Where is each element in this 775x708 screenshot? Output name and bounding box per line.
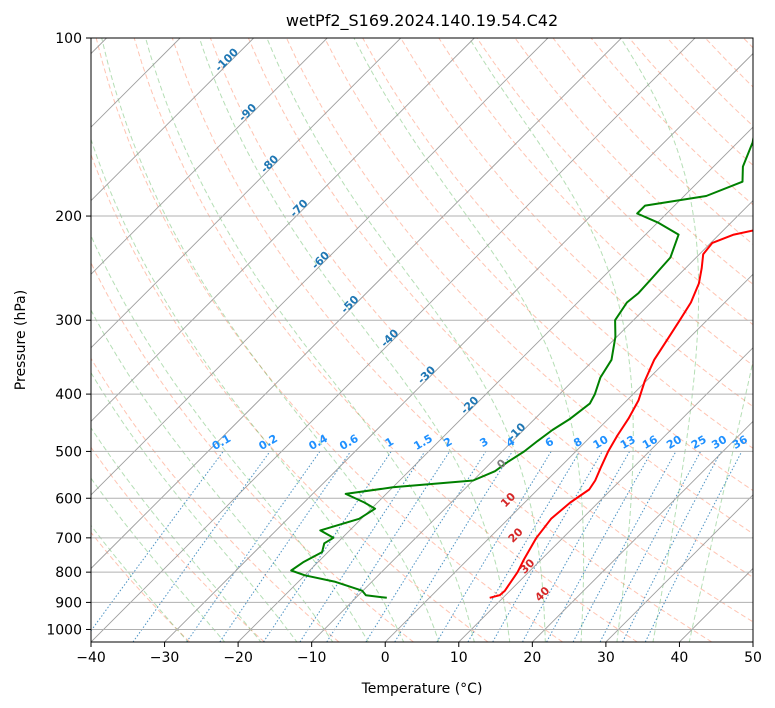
moist-adiabat-line <box>91 309 334 642</box>
mixing-ratio-line <box>546 451 653 642</box>
y-tick-label: 800 <box>55 565 82 581</box>
x-axis-label: Temperature (°C) <box>361 681 483 697</box>
dry-adiabat-line <box>247 38 753 578</box>
dewpoint-line <box>290 134 753 599</box>
y-tick-label: 100 <box>55 31 82 47</box>
dry-adiabat-line <box>400 38 753 408</box>
moist-adiabat-line <box>91 137 405 642</box>
x-tick-label: 30 <box>597 650 615 666</box>
x-tick-label: −10 <box>297 650 327 666</box>
isotherm-line <box>91 38 328 275</box>
moist-adiabat-line <box>353 38 585 642</box>
y-tick-label: 1000 <box>46 622 82 638</box>
mixing-ratio-line <box>436 451 552 642</box>
isotherm-line <box>237 126 753 642</box>
moist-adiabat-line <box>91 477 226 642</box>
mixing-ratio-line <box>599 451 702 642</box>
x-tick-label: −30 <box>150 650 180 666</box>
dry-adiabat-line <box>514 38 753 285</box>
x-tick-label: −40 <box>76 650 106 666</box>
isotherm-line <box>91 38 696 642</box>
mixing-ratio-line <box>644 451 743 642</box>
y-tick-label: 700 <box>55 531 82 547</box>
isotherm-line <box>532 420 753 642</box>
isotherm-line <box>91 38 549 496</box>
y-tick-label: 500 <box>55 444 82 460</box>
x-tick-label: 40 <box>671 650 689 666</box>
dry-adiabat-line <box>91 531 191 642</box>
mixing-ratio-line <box>263 451 392 642</box>
isotherm-line <box>384 273 753 642</box>
axis-ticks: −40 −30 −20 −10 0 10 20 30 40 50 100 200 300 400 500 60… <box>46 31 762 666</box>
moist-adiabat-line <box>91 427 262 642</box>
mixing-ratio-line <box>572 451 677 642</box>
x-tick-label: 20 <box>523 650 541 666</box>
dry-adiabat-line <box>91 153 489 642</box>
isotherm-line <box>91 38 475 422</box>
moist-adiabat-line <box>91 524 189 642</box>
plot-frame <box>90 37 754 643</box>
dry-adiabat-line <box>95 38 563 642</box>
y-tick-label: 900 <box>55 595 82 611</box>
mixing-ratio-line <box>326 451 451 642</box>
dry-adiabat-line <box>133 38 638 642</box>
y-axis-label: Pressure (hPa) <box>13 290 29 390</box>
mixing-ratio-line <box>622 451 722 642</box>
mixing-ratio-line <box>186 451 321 642</box>
sounding-series <box>290 134 753 599</box>
isotherm-line <box>311 200 753 642</box>
mixing-ratio-line <box>522 451 631 642</box>
moist-adiabat-line <box>620 38 700 642</box>
moist-adiabat-line <box>91 371 298 642</box>
mixing-ratio-line <box>394 451 513 642</box>
dry-adiabat-line <box>91 446 265 642</box>
y-tick-label: 300 <box>55 313 82 329</box>
isotherm-line <box>605 494 753 642</box>
dry-adiabat-line <box>91 357 340 642</box>
moist-adiabat-line <box>688 358 753 642</box>
temperature-line <box>489 229 753 599</box>
mixing-ratio-line <box>219 451 352 642</box>
isotherm-line <box>91 38 622 570</box>
y-tick-label: 200 <box>55 209 82 225</box>
x-tick-label: −20 <box>223 650 253 666</box>
moist-adiabat-line <box>266 38 546 642</box>
mixing-ratio-line <box>132 451 271 642</box>
chart-title: wetPf2_S169.2024.140.19.54.C42 <box>286 11 558 31</box>
isotherm-line <box>91 38 254 202</box>
background-lines <box>91 38 753 642</box>
x-tick-label: 10 <box>450 650 468 666</box>
grid-lines <box>91 38 753 642</box>
dry-adiabat-line <box>171 38 713 642</box>
moist-adiabat-line <box>198 38 511 642</box>
y-tick-label: 600 <box>55 491 82 507</box>
mixing-ratio-line <box>91 451 224 632</box>
mixing-ratio-line <box>299 451 426 642</box>
dry-adiabat-line <box>209 38 753 623</box>
y-tick-label: 400 <box>55 387 82 403</box>
moist-adiabat-line <box>145 38 475 642</box>
moist-adiabat-line <box>91 234 369 642</box>
isotherm-line <box>458 347 753 642</box>
isotherm-line <box>164 52 753 642</box>
x-tick-label: 50 <box>744 650 762 666</box>
moist-adiabat-line <box>468 38 634 642</box>
isotherm-line <box>91 38 402 349</box>
mixing-ratio-line <box>365 451 487 642</box>
x-tick-label: 0 <box>381 650 390 666</box>
moist-adiabat-line <box>101 38 440 642</box>
dry-adiabat-line <box>324 38 753 492</box>
